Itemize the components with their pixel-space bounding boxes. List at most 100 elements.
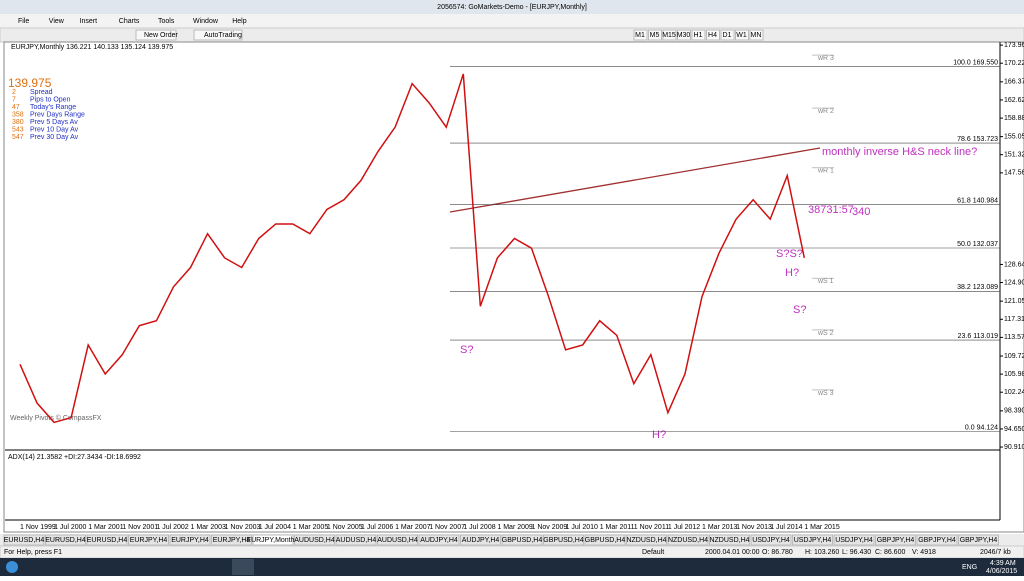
y-tick-label: 105.980 — [1004, 371, 1024, 378]
timeframe-button[interactable] — [691, 29, 706, 41]
start-button[interactable] — [6, 561, 18, 573]
y-tick-label: 162.625 — [1004, 97, 1024, 104]
annotation: S? — [793, 304, 806, 316]
chart-tab[interactable] — [418, 534, 460, 546]
autotrading-button[interactable] — [193, 29, 243, 41]
chart-tab-label[interactable]: GBPJPY,H4 — [918, 537, 956, 544]
chart-tab-label[interactable]: EURJPY,Monthly — [246, 537, 300, 544]
chart-tab[interactable] — [294, 534, 335, 546]
menu-item[interactable]: File — [18, 18, 29, 25]
timeframe-label[interactable]: M15 — [662, 32, 676, 39]
x-tick-label: 1 Jul 2002 — [156, 524, 188, 531]
chart-tab[interactable] — [626, 534, 667, 546]
menu-item[interactable]: Help — [232, 18, 247, 25]
chart-tab-label[interactable]: AUDUSD,H4 — [377, 537, 418, 544]
status-volume: V: 4918 — [912, 549, 936, 556]
autotrading-label[interactable]: AutoTrading — [204, 32, 242, 39]
info-value: 47 — [12, 104, 20, 111]
chart-tab[interactable] — [833, 534, 875, 546]
x-tick-label: 1 Jul 2004 — [259, 524, 291, 531]
chart-tab[interactable] — [211, 534, 252, 546]
status-traffic: 2046/7 kb — [980, 549, 1011, 556]
chart-tab-label[interactable]: GBPJPY,H4 — [877, 537, 915, 544]
pivot-label: wR 1 — [817, 168, 834, 175]
new-order-label[interactable]: New Order — [144, 32, 179, 39]
chart-tab-label[interactable]: AUDJPY,H4 — [462, 537, 500, 544]
fib-label: 61.8 140.984 — [957, 198, 998, 205]
chart-tab[interactable] — [958, 534, 999, 546]
chart-tab-label[interactable]: NZDUSD,H4 — [626, 537, 666, 544]
timeframe-label[interactable]: MN — [751, 32, 762, 39]
chart-tab-label[interactable]: GBPUSD,H4 — [502, 537, 543, 544]
chart-tab-label[interactable]: USDJPY,H4 — [835, 537, 873, 544]
timeframe-label[interactable]: M1 — [635, 32, 645, 39]
chart-tab-label[interactable]: GBPUSD,H4 — [543, 537, 584, 544]
timeframe-label[interactable]: M30 — [677, 32, 691, 39]
chart-tab-label[interactable]: AUDUSD,H4 — [336, 537, 377, 544]
menu-item[interactable]: Charts — [119, 18, 140, 25]
x-tick-label: 1 Nov 2001 — [122, 524, 158, 531]
chart-tab[interactable] — [584, 534, 626, 546]
timeframe-label[interactable]: D1 — [723, 32, 732, 39]
timeframe-button[interactable] — [749, 29, 764, 41]
chart-tab[interactable] — [667, 534, 709, 546]
y-tick-label: 166.370 — [1004, 79, 1024, 86]
x-tick-label: 1 Jul 2000 — [54, 524, 86, 531]
annotation: S? — [460, 344, 473, 356]
chart-tab-label[interactable]: NZDUSD,H4 — [668, 537, 708, 544]
timeframe-label[interactable]: H1 — [694, 32, 703, 39]
chart-tab[interactable] — [252, 534, 294, 546]
annotation: 38731:57 — [808, 204, 854, 216]
timeframe-button[interactable] — [720, 29, 735, 41]
timeframe-button[interactable] — [662, 29, 677, 41]
menu-item[interactable]: View — [49, 18, 65, 25]
chart-tab-label[interactable]: EURUSD,H4 — [4, 537, 45, 544]
chart-tab[interactable] — [128, 534, 169, 546]
chart-tab-label[interactable]: GBPJPY,H4 — [960, 537, 998, 544]
menu-item[interactable]: Insert — [80, 18, 98, 25]
timeframe-button[interactable] — [735, 29, 749, 41]
chart-tab-label[interactable]: EURUSD,H4 — [45, 537, 86, 544]
chart-tab-label[interactable]: EURJPY,H4 — [213, 537, 251, 544]
chart-frame — [3, 41, 1024, 533]
chart-tab[interactable] — [169, 534, 211, 546]
chart-tab[interactable] — [501, 534, 543, 546]
timeframe-button[interactable] — [648, 29, 662, 41]
timeframe-label[interactable]: H4 — [708, 32, 717, 39]
chart-tab[interactable] — [750, 534, 792, 546]
chart-tab[interactable] — [792, 534, 833, 546]
chart-tab-label[interactable]: EURJPY,H4 — [171, 537, 209, 544]
chart-tab[interactable] — [335, 534, 377, 546]
new-order-button[interactable] — [135, 29, 177, 41]
timeframe-button[interactable] — [633, 29, 648, 41]
window-title: 2056574: GoMarkets-Demo - [EURJPY,Monthl… — [437, 4, 587, 11]
chart-tab-label[interactable]: GBPUSD,H4 — [585, 537, 626, 544]
menu-item[interactable]: Tools — [158, 18, 175, 25]
chart-tab-label[interactable]: USDJPY,H4 — [794, 537, 832, 544]
mt4-taskbar-icon[interactable] — [232, 559, 254, 575]
chart-tab[interactable] — [3, 534, 45, 546]
indicator-label: ADX(14) 21.3582 +DI:27.3434 -DI:18.6992 — [8, 454, 141, 461]
taskbar-date: 4/06/2015 — [986, 568, 1017, 575]
timeframe-label[interactable]: M5 — [650, 32, 660, 39]
menu-item[interactable]: Window — [193, 18, 219, 25]
chart-tab[interactable] — [86, 534, 128, 546]
chart-tab-label[interactable]: NZDUSD,H4 — [709, 537, 749, 544]
chart-tab[interactable] — [875, 534, 916, 546]
chart-tab[interactable] — [916, 534, 958, 546]
chart-tab-label[interactable]: EURJPY,H4 — [130, 537, 168, 544]
chart-tab[interactable] — [45, 534, 86, 546]
chart-tab-label[interactable]: USDJPY,H4 — [752, 537, 790, 544]
chart-tab[interactable] — [709, 534, 750, 546]
chart-tab-label[interactable]: EURUSD,H4 — [87, 537, 128, 544]
chart-tab-label[interactable]: AUDUSD,H4 — [294, 537, 335, 544]
timeframe-label[interactable]: W1 — [736, 32, 747, 39]
chart-tab-label[interactable]: AUDJPY,H4 — [420, 537, 458, 544]
chart-tab[interactable] — [460, 534, 501, 546]
chart-tab[interactable] — [543, 534, 584, 546]
y-tick-label: 128.640 — [1004, 261, 1024, 268]
timeframe-button[interactable] — [677, 29, 691, 41]
chart-tab[interactable] — [377, 534, 418, 546]
timeframe-button[interactable] — [706, 29, 720, 41]
